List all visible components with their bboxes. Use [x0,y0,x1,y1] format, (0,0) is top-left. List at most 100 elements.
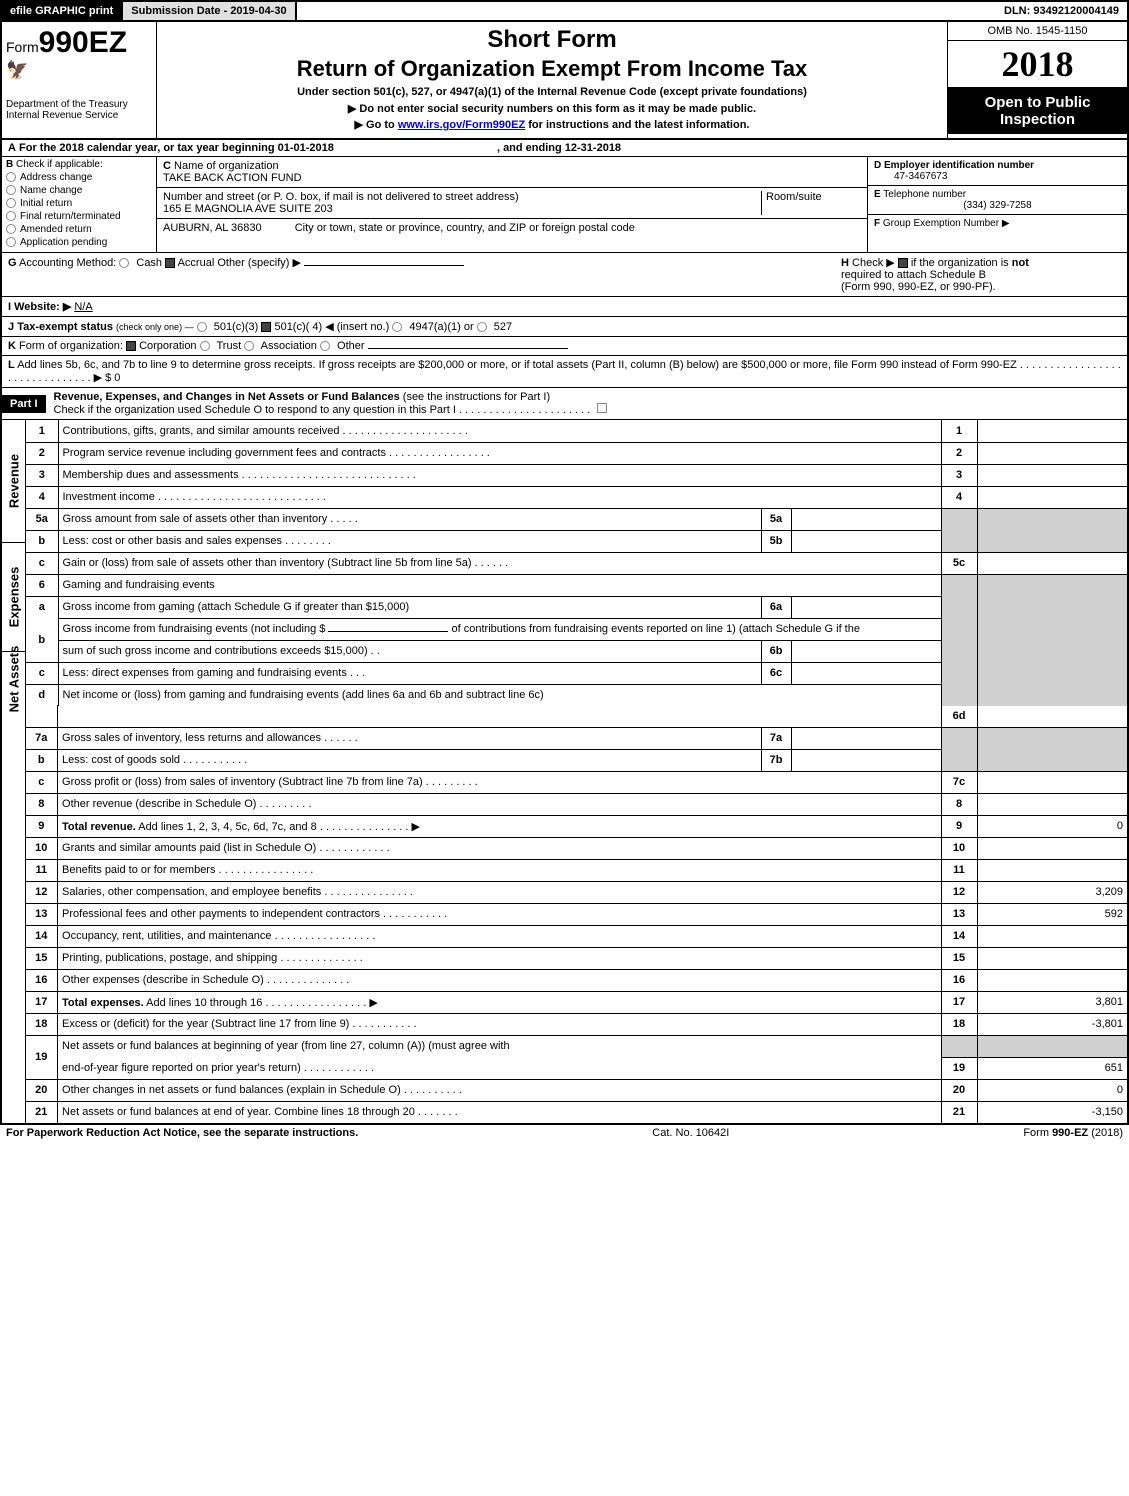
website-label: Website: ▶ [14,301,71,313]
irs-label: Internal Revenue Service [6,110,152,121]
sn: 5a [761,508,791,530]
opt-address-change[interactable]: Address change [6,172,152,183]
topbar-left: efile GRAPHIC print Submission Date - 20… [2,2,297,20]
d-bold: Total revenue. [62,821,136,833]
row-2: 2Program service revenue including gover… [26,442,1127,464]
n: 4 [26,486,58,508]
d: Membership dues and assessments . . . . … [58,464,941,486]
city-cell: AUBURN, AL 36830 City or town, state or … [157,219,867,237]
radio-icon [6,185,16,195]
grey-cell [941,508,977,552]
phone-label: Telephone number [883,189,966,200]
part-1-checkbox[interactable] [597,403,607,413]
n: 1 [26,420,58,442]
d: Excess or (deficit) for the year (Subtra… [58,1013,941,1035]
label-d: D [874,160,881,171]
section-b-c-d: B Check if applicable: Address change Na… [2,157,1127,253]
n: b [26,749,58,771]
ln: 4 [941,486,977,508]
radio-501c3[interactable] [197,322,207,332]
return-title: Return of Organization Exempt From Incom… [161,56,943,82]
ln: 3 [941,464,977,486]
d: Less: direct expenses from gaming and fu… [58,662,761,684]
j-label: Tax-exempt status [17,321,113,333]
sv [791,508,941,530]
k-other-line [368,348,568,349]
d2: end-of-year figure reported on prior yea… [58,1057,941,1079]
radio-icon [6,198,16,208]
checkbox-accrual[interactable] [165,258,175,268]
ln: 15 [941,947,977,969]
d-bold: Total expenses. [62,997,144,1009]
side-netassets: Net Assets [2,652,26,706]
row-16: 16Other expenses (describe in Schedule O… [26,969,1127,991]
radio-other[interactable] [320,341,330,351]
sn: 7a [761,727,791,749]
label-i: I [8,301,11,313]
label-h: H [841,257,849,269]
row-21: 21Net assets or fund balances at end of … [26,1101,1127,1123]
arrow2-pre: ▶ Go to [355,119,398,131]
label-a: A [8,142,16,154]
d: Contributions, gifts, grants, and simila… [58,420,941,442]
d: Program service revenue including govern… [58,442,941,464]
row-7c: cGross profit or (loss) from sales of in… [26,771,1127,793]
n: 8 [26,793,58,815]
radio-4947[interactable] [392,322,402,332]
label-j: J [8,321,14,333]
v [977,464,1127,486]
v [977,793,1127,815]
opt-initial-return[interactable]: Initial return [6,198,152,209]
opt-label: Amended return [20,224,92,235]
opt-final-return[interactable]: Final return/terminated [6,211,152,222]
row-13: 13Professional fees and other payments t… [26,903,1127,925]
opt-application-pending[interactable]: Application pending [6,237,152,248]
opt-label: Application pending [20,237,107,248]
arrow-note-1: ▶ Do not enter social security numbers o… [161,102,943,115]
main-table-container-2: 6d 7aGross sales of inventory, less retu… [2,705,1127,1123]
d: Other changes in net assets or fund bala… [58,1079,941,1101]
d2: of contributions from fundraising events… [448,623,860,635]
radio-trust[interactable] [200,341,210,351]
efile-print-button[interactable]: efile GRAPHIC print [2,2,123,20]
v: -3,801 [977,1013,1127,1035]
cash-label: Cash [136,257,162,269]
checkbox-501c4[interactable] [261,322,271,332]
part-1-dots: . . . . . . . . . . . . . . . . . . . . … [459,404,590,416]
v [977,486,1127,508]
dept-treasury: Department of the Treasury [6,99,152,110]
label-g: G [8,257,17,269]
d: Total expenses. Add lines 10 through 16 … [58,991,941,1013]
ln: 21 [941,1101,977,1123]
d: Other revenue (describe in Schedule O) .… [58,793,941,815]
ln: 8 [941,793,977,815]
arrow2-post: for instructions and the latest informat… [525,119,749,131]
short-form-title: Short Form [161,26,943,54]
name-label: Name of organization [174,160,279,172]
radio-cash[interactable] [119,258,129,268]
radio-assoc[interactable] [244,341,254,351]
opt-amended-return[interactable]: Amended return [6,224,152,235]
row-18: 18Excess or (deficit) for the year (Subt… [26,1013,1127,1035]
d: Occupancy, rent, utilities, and maintena… [58,925,941,947]
radio-527[interactable] [477,322,487,332]
row-7a: 7aGross sales of inventory, less returns… [26,727,1127,749]
line-a-text1: For the 2018 calendar year, or tax year … [19,142,334,154]
j-o4: 527 [494,321,512,333]
line-g-h: G Accounting Method: Cash Accrual Other … [2,253,1127,297]
line-j: J Tax-exempt status (check only one) — 5… [2,317,1127,337]
ln: 11 [941,859,977,881]
label-c: C [163,160,171,172]
form-number: 990EZ [39,26,127,59]
checkbox-h[interactable] [898,258,908,268]
irs-link[interactable]: www.irs.gov/Form990EZ [398,119,525,131]
grey-cell [941,1035,977,1057]
checkbox-corp[interactable] [126,341,136,351]
n: a [26,596,58,618]
footer-left: For Paperwork Reduction Act Notice, see … [6,1127,358,1139]
line-a: A For the 2018 calendar year, or tax yea… [2,140,1127,157]
n: 20 [26,1079,58,1101]
row-19-1: 19Net assets or fund balances at beginni… [26,1035,1127,1057]
footer-right-bold: 990-EZ [1052,1127,1088,1139]
opt-name-change[interactable]: Name change [6,185,152,196]
